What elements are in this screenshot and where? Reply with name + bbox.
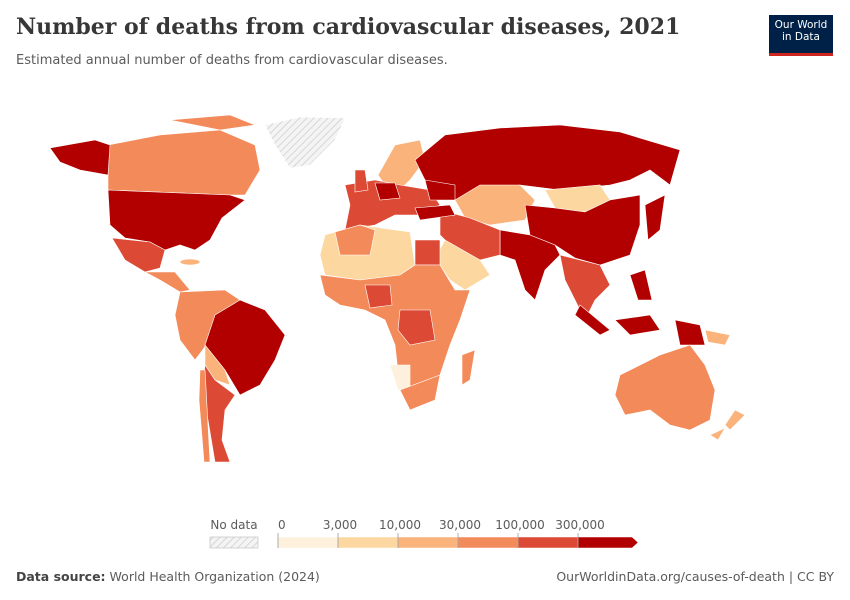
country[interactable] bbox=[559, 254, 611, 321]
country[interactable] bbox=[179, 258, 201, 266]
country[interactable] bbox=[111, 237, 166, 273]
logo-line: Our World bbox=[774, 19, 828, 31]
legend-label: 10,000 bbox=[379, 518, 421, 532]
country[interactable] bbox=[144, 271, 191, 293]
countries bbox=[49, 114, 746, 463]
no-data-label: No data bbox=[210, 518, 257, 532]
country[interactable] bbox=[198, 369, 211, 463]
legend-label: 3,000 bbox=[323, 518, 357, 532]
legend-swatch bbox=[517, 536, 579, 549]
source-text: World Health Organization (2024) bbox=[109, 569, 320, 584]
country[interactable] bbox=[264, 116, 346, 169]
country[interactable] bbox=[614, 314, 661, 336]
country[interactable] bbox=[374, 182, 401, 201]
country[interactable] bbox=[399, 374, 441, 411]
source-label: Data source: bbox=[16, 569, 106, 584]
logo[interactable]: Our World in Data bbox=[769, 15, 833, 56]
subtitle: Estimated annual number of deaths from c… bbox=[16, 53, 448, 68]
country[interactable] bbox=[704, 329, 731, 346]
country[interactable] bbox=[614, 344, 716, 431]
country[interactable] bbox=[644, 194, 666, 241]
country[interactable] bbox=[499, 229, 561, 301]
legend-swatch bbox=[577, 536, 639, 549]
country[interactable] bbox=[414, 204, 456, 221]
country[interactable] bbox=[354, 169, 369, 193]
source: Data source: World Health Organization (… bbox=[16, 569, 320, 584]
country[interactable] bbox=[107, 129, 261, 196]
country[interactable] bbox=[674, 319, 706, 346]
country[interactable] bbox=[461, 349, 476, 386]
country[interactable] bbox=[319, 264, 471, 411]
country[interactable] bbox=[724, 409, 746, 431]
legend-label: 100,000 bbox=[495, 518, 545, 532]
legend-swatch bbox=[337, 536, 399, 549]
title: Number of deaths from cardiovascular dis… bbox=[16, 14, 681, 40]
country[interactable] bbox=[574, 304, 611, 336]
legend-swatch bbox=[457, 536, 519, 549]
country[interactable] bbox=[107, 189, 246, 251]
country[interactable] bbox=[629, 269, 653, 301]
logo-line: in Data bbox=[782, 31, 820, 43]
country[interactable] bbox=[49, 139, 111, 176]
legend-label: 300,000 bbox=[555, 518, 605, 532]
link[interactable]: OurWorldinData.org/causes-of-death | CC … bbox=[556, 569, 834, 584]
legend-swatch bbox=[277, 536, 339, 549]
legend-label: 30,000 bbox=[439, 518, 481, 532]
country[interactable] bbox=[364, 284, 393, 309]
country[interactable] bbox=[389, 364, 411, 391]
legend-swatch bbox=[397, 536, 459, 549]
legend: 0 3,000 10,000 30,000 100,000 300,000 bbox=[277, 518, 639, 549]
country[interactable] bbox=[204, 344, 231, 386]
country[interactable] bbox=[397, 309, 436, 346]
no-data-swatch bbox=[209, 536, 259, 549]
country[interactable] bbox=[414, 239, 441, 266]
legend-label: 0 bbox=[278, 518, 286, 532]
country[interactable] bbox=[709, 427, 726, 441]
country[interactable] bbox=[169, 114, 257, 131]
country[interactable] bbox=[334, 224, 376, 256]
